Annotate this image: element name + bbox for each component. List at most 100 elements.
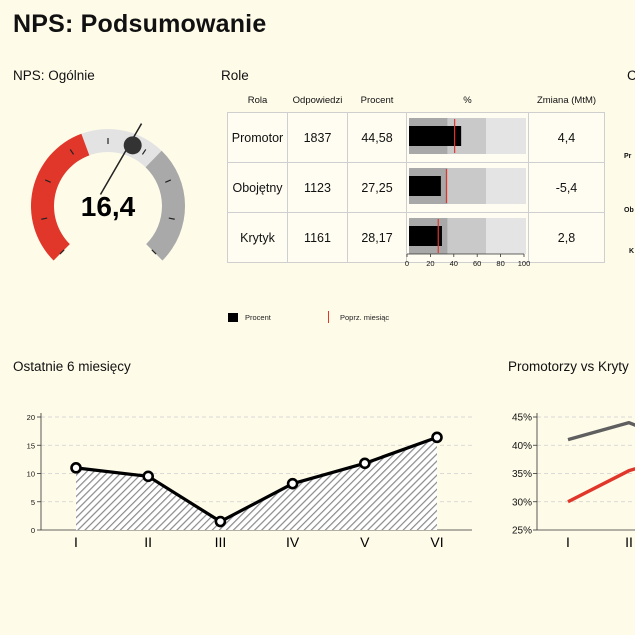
gauge-tick — [168, 217, 175, 220]
data-point — [286, 477, 299, 490]
y-tick-label: 45% — [512, 413, 532, 424]
bullet-bar — [409, 118, 526, 154]
percent-axis: 0 20 40 60 80 100 — [405, 253, 531, 268]
bullet-bar-cell — [406, 112, 529, 163]
table-row: Krytyk 1161 28,17 2,8 — [227, 212, 605, 263]
role-cell: Promotor — [227, 112, 288, 163]
bullet-bar — [409, 168, 526, 204]
x-tick-label: I — [566, 534, 570, 550]
data-point — [142, 470, 154, 483]
y-tick-label: 35% — [512, 469, 532, 480]
x-tick-label: IV — [286, 534, 300, 550]
bullet-band — [486, 218, 526, 254]
side-label-promoter: Pr — [624, 153, 632, 160]
data-point — [70, 462, 82, 474]
role-cell: Obojętny — [227, 162, 288, 213]
col-header-change: Zmiana (MtM) — [536, 94, 597, 106]
percent-axis-tick-label: 80 — [496, 259, 504, 268]
bullet-band — [447, 168, 487, 204]
legend-previous-label: Poprz. miesiąc — [340, 313, 390, 322]
roles-table: Rola Odpowiedzi Procent % Zmiana (MtM) P… — [227, 88, 605, 263]
x-tick-label: V — [360, 534, 370, 550]
legend-current-swatch — [228, 313, 238, 322]
roles-table-header: Rola Odpowiedzi Procent % Zmiana (MtM) — [228, 88, 605, 113]
y-tick-label: 0 — [31, 526, 35, 535]
percent-cell: 44,58 — [347, 112, 407, 163]
gauge-tick — [44, 179, 51, 183]
x-tick-label: II — [625, 534, 633, 550]
y-tick-label: 10 — [27, 470, 35, 479]
gauge-tick — [165, 179, 172, 183]
bullet-value-bar — [409, 176, 441, 196]
col-header-percent: Procent — [360, 94, 394, 106]
side-label-detractor: K — [629, 248, 635, 255]
last6-section-title: Ostatnie 6 miesięcy — [13, 359, 131, 374]
col-header-responses: Odpowiedzi — [292, 94, 343, 106]
bullet-value-bar — [409, 226, 442, 246]
x-tick-label: I — [74, 534, 78, 550]
change-cell: 4,4 — [528, 112, 605, 163]
bullet-value-bar — [409, 126, 462, 146]
change-cell: 2,8 — [528, 212, 605, 263]
gauge-red-segment — [30, 133, 90, 261]
percent-axis-tick-label: 60 — [473, 259, 481, 268]
data-point — [431, 431, 443, 444]
col-header-role: Rola — [247, 94, 268, 106]
gauge-tick — [151, 249, 157, 255]
gauge-knob — [123, 136, 142, 155]
page-title: NPS: Podsumowanie — [13, 10, 267, 38]
legend-previous-swatch — [328, 311, 329, 323]
y-tick-label: 30% — [512, 497, 532, 508]
bullet-band — [486, 168, 526, 204]
legend-current-label: Procent — [245, 313, 271, 322]
overall-section-title: NPS: Ogólnie — [13, 68, 95, 83]
data-point — [214, 515, 227, 528]
gauge-ticks — [41, 138, 175, 255]
role-cell: Krytyk — [227, 212, 288, 263]
percent-cell: 28,17 — [347, 212, 407, 263]
promoters-vs-section-title: Promotorzy vs Kryty — [508, 359, 629, 374]
gauge-gray-segment — [145, 150, 185, 261]
area-fill — [76, 437, 437, 530]
third-section-title: C — [627, 68, 635, 83]
nps-gauge: 16,4 — [30, 123, 185, 261]
y-tick-label: 15 — [27, 441, 35, 450]
x-tick-label: II — [144, 534, 152, 550]
responses-cell: 1837 — [287, 112, 348, 163]
bullet-bar — [409, 218, 526, 254]
bullet-band — [486, 118, 526, 154]
promoters-vs-line-chart: 25%30%35%40%45%I II — [512, 413, 635, 550]
percent-axis-tick-label: 0 — [405, 259, 409, 268]
gauge-needle — [99, 123, 143, 195]
side-label-neutral: Ob — [624, 207, 634, 214]
gauge-tick — [141, 149, 147, 155]
col-header-percent-bar: % — [463, 94, 472, 106]
series-line — [567, 467, 635, 504]
percent-cell: 27,25 — [347, 162, 407, 213]
responses-cell: 1161 — [287, 212, 348, 263]
table-row: Obojętny 1123 27,25 -5,4 — [227, 162, 605, 213]
series-line — [567, 420, 635, 442]
bullet-bar-cell — [406, 162, 529, 213]
gauge-tick — [69, 149, 75, 155]
percent-axis-tick-label: 20 — [426, 259, 434, 268]
gauge-tick — [41, 217, 48, 220]
percent-axis-tick-label: 100 — [518, 259, 531, 268]
y-tick-label: 40% — [512, 441, 532, 452]
series-line — [75, 435, 438, 524]
percent-axis-tick-label: 40 — [450, 259, 458, 268]
x-tick-label: III — [215, 534, 227, 550]
table-row: Promotor 1837 44,58 4,4 — [227, 112, 605, 163]
y-tick-label: 20 — [27, 413, 35, 422]
data-point — [358, 457, 371, 470]
y-tick-label: 5 — [31, 498, 35, 507]
change-cell: -5,4 — [528, 162, 605, 213]
gauge-tick — [59, 249, 65, 255]
gauge-value: 16,4 — [81, 191, 136, 222]
y-tick-label: 25% — [512, 526, 532, 537]
responses-cell: 1123 — [287, 162, 348, 213]
bullet-band — [447, 218, 487, 254]
roles-section-title: Role — [221, 68, 249, 83]
x-tick-label: VI — [430, 534, 443, 550]
